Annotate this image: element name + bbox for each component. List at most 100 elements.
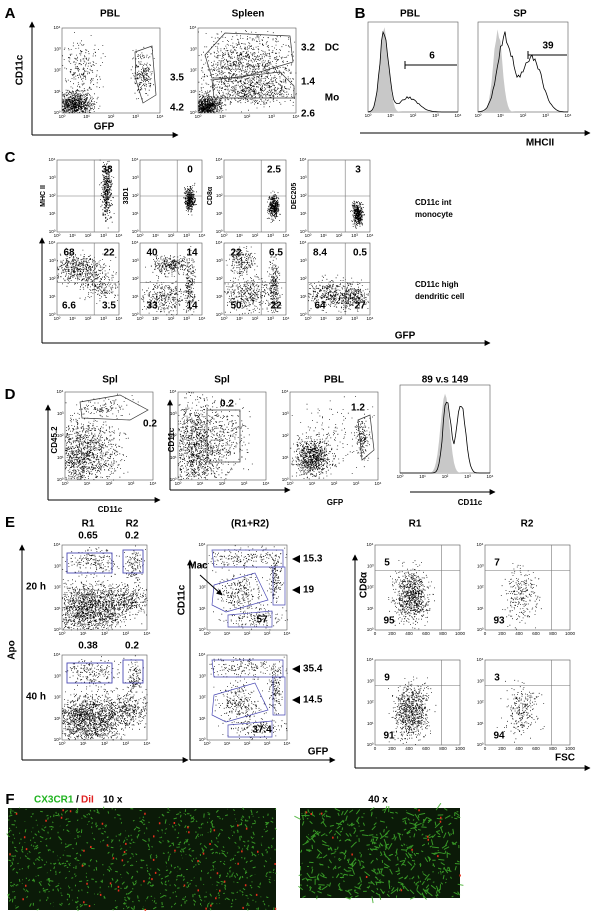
tick-label: 10⁴ [375, 481, 382, 486]
micrograph [8, 808, 276, 910]
tick-label: 600 [532, 746, 540, 751]
tick-label: 10¹ [224, 631, 231, 636]
gate-value: 37.4 [252, 725, 272, 736]
tick-label: 10¹ [84, 481, 91, 486]
gate-value: 3.5 [170, 73, 184, 84]
gate [79, 394, 149, 421]
axis-label: CD11c [98, 505, 123, 514]
tick-label: 800 [439, 631, 447, 636]
tick-label: 10⁰ [54, 627, 61, 632]
tick-label: 10² [336, 233, 343, 238]
gate-value: 0.38 [78, 641, 98, 652]
tick-label: 10¹ [54, 606, 61, 611]
dot-cloud [290, 396, 379, 480]
tick-label: 10⁰ [282, 477, 289, 482]
tick-label: 10² [190, 68, 197, 73]
gate-value: 15.3 [303, 554, 323, 565]
plot-frame [374, 659, 461, 746]
tick-label: 800 [549, 746, 557, 751]
plot-frame [177, 391, 267, 481]
tick-label: 10² [85, 316, 92, 321]
tick-label: 10⁰ [477, 742, 484, 747]
tick-label: 10¹ [300, 211, 307, 216]
quadrant-value: 50 [230, 301, 242, 312]
quadrant-value: 68 [63, 248, 75, 259]
tick-label: 10² [244, 114, 251, 119]
tick-label: 10³ [100, 233, 107, 238]
tick-label: 10² [252, 316, 259, 321]
dot-cloud [308, 274, 370, 313]
tick-label: 10² [49, 193, 56, 198]
gate-value: 14.5 [303, 695, 323, 706]
gate-value: 6 [429, 51, 435, 62]
tick-label: 10⁴ [54, 542, 61, 547]
tick-label: 10³ [170, 411, 177, 416]
tick-label: 10³ [132, 258, 139, 263]
red-signal [9, 809, 277, 911]
quadrant-value: 6.5 [269, 248, 283, 259]
tick-label: 10¹ [367, 606, 374, 611]
axis-label: CD8α [359, 571, 370, 598]
tick-label: 10² [216, 276, 223, 281]
dot-cloud [497, 563, 542, 630]
tick-label: 10² [108, 114, 115, 119]
tick-label: 10⁴ [170, 389, 177, 394]
dot-cloud [266, 190, 281, 223]
dot-cloud [62, 32, 155, 114]
tick-label: 10¹ [152, 316, 159, 321]
tick-label: 10¹ [282, 455, 289, 460]
row-label: 20 h [26, 582, 46, 593]
axis-label: Apo [7, 640, 18, 659]
plot-title: PBL [100, 9, 120, 20]
tick-label: 10⁴ [216, 157, 223, 162]
tick-label: 10¹ [132, 211, 139, 216]
dot-cloud [350, 200, 365, 229]
tick-label: 10² [300, 193, 307, 198]
gate [122, 549, 144, 574]
tick-label: 10⁴ [282, 389, 289, 394]
tick-label: 10⁰ [132, 229, 139, 234]
tick-label: 10⁴ [367, 657, 374, 662]
tick-label: 10⁰ [190, 110, 197, 115]
tick-label: 10² [106, 481, 113, 486]
tick-label: 10⁰ [59, 741, 66, 746]
tick-label: 400 [515, 631, 523, 636]
axis-label: CD11c [177, 584, 188, 615]
tick-label: 10¹ [197, 481, 204, 486]
tick-label: 10⁴ [199, 316, 206, 321]
plot-title: PBL [324, 375, 344, 386]
tick-label: 10³ [54, 46, 61, 51]
tick-label: 10² [49, 276, 56, 281]
quadrant-value: 27 [354, 301, 366, 312]
tick-label: 10¹ [69, 316, 76, 321]
quadrant-value: 93 [493, 616, 505, 627]
tick-label: 10³ [367, 678, 374, 683]
tick-label: 10¹ [216, 211, 223, 216]
axis-label: GFP [94, 122, 115, 133]
tick-label: 10³ [132, 114, 139, 119]
tick-label: 10⁴ [54, 652, 61, 657]
tick-label: 10⁴ [367, 542, 374, 547]
quadrant-value: 14 [186, 301, 198, 312]
gate-value: 0.2 [125, 641, 139, 652]
plot-title: Spl [102, 375, 118, 386]
tick-label: 10⁰ [54, 233, 61, 238]
tick-label: 10³ [132, 175, 139, 180]
axis-label: FSC [555, 753, 575, 764]
tick-label: 10⁰ [54, 737, 61, 742]
histogram-fill [368, 27, 458, 113]
tick-label: 10¹ [49, 211, 56, 216]
quadrant-value: 3 [355, 165, 361, 176]
tick-label: 10⁴ [150, 481, 157, 486]
tick-label: 10² [168, 233, 175, 238]
tick-label: 10⁰ [204, 741, 211, 746]
tick-label: 10² [132, 276, 139, 281]
tick-label: 10¹ [236, 233, 243, 238]
tick-label: 10² [367, 700, 374, 705]
tick-label: 10³ [57, 411, 64, 416]
tick-label: 10⁴ [49, 240, 56, 245]
tick-label: 10⁰ [216, 312, 223, 317]
tick-label: 10¹ [69, 233, 76, 238]
tick-label: 10³ [216, 258, 223, 263]
tick-label: 10³ [216, 175, 223, 180]
